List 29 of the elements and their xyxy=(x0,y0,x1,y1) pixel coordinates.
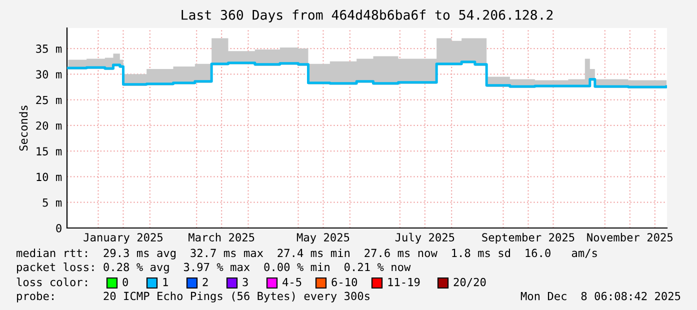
y-tick-label: 25 m xyxy=(36,96,62,104)
text: 3 xyxy=(242,278,248,286)
x-tick-label: May 2025 xyxy=(296,233,350,244)
text: 6-10 xyxy=(332,278,358,286)
text: probe: 20 ICMP Echo Pings (56 Bytes) every 300s xyxy=(17,292,370,302)
y-tick-label: 35 m xyxy=(36,44,62,53)
x-tick-label: November 2025 xyxy=(587,232,672,242)
y-tick-label: 15 m xyxy=(36,147,62,156)
text: 20/20 xyxy=(454,278,486,288)
y-tick-label: 0 xyxy=(56,224,62,232)
chart-title: Last 360 Days from 464d48b6ba6f to 54.206.128.2 xyxy=(182,10,553,22)
text: packet loss: 0.28 % avg 3.97 % max 0.00 % min 0.21 % now xyxy=(17,262,411,274)
text: Mon Dec 8 06:08:42 2025 xyxy=(520,292,680,300)
text: 1 xyxy=(163,278,168,286)
text: loss color: xyxy=(16,278,87,286)
text: 4-5 xyxy=(282,278,302,286)
y-tick-label: 20 m xyxy=(36,121,62,130)
y-tick-label: 5 m xyxy=(42,198,62,207)
text: 11-19 xyxy=(388,278,420,286)
x-tick-label: July 2025 xyxy=(395,232,454,244)
x-tick-label: September 2025 xyxy=(482,232,574,244)
y-axis-title: Seconds xyxy=(19,106,28,151)
y-tick-label: 10 m xyxy=(36,172,62,182)
x-tick-label: January 2025 xyxy=(84,233,162,244)
x-tick-label: March 2025 xyxy=(188,232,254,242)
y-tick-label: 30 m xyxy=(36,70,62,79)
text: median rtt: 29.3 ms avg 32.7 ms max 27.4 ms min 27.6 ms now 1.8 ms sd 16.0 am/s xyxy=(16,248,597,260)
text: 0 xyxy=(122,278,128,286)
text: 2 xyxy=(202,278,208,286)
